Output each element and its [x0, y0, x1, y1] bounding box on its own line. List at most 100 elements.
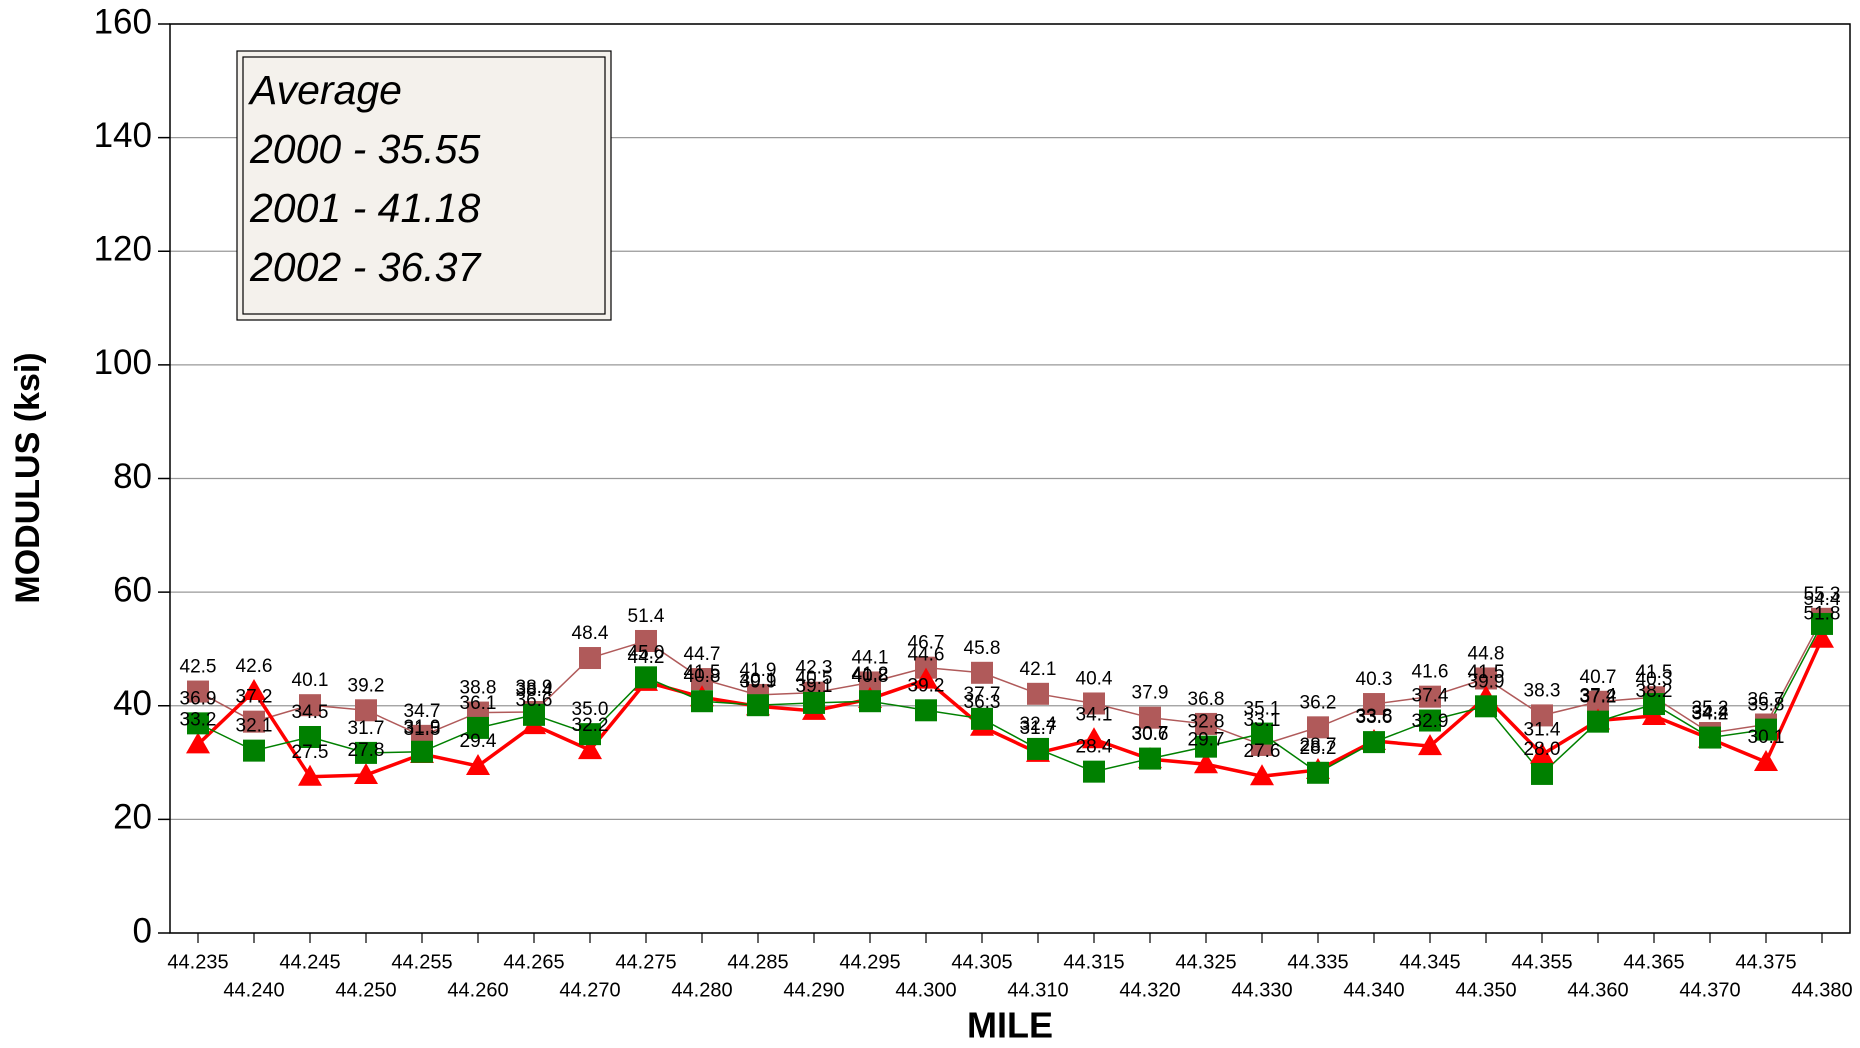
x-tick-label: 44.360 [1567, 979, 1628, 1001]
data-label: 31.7 [1020, 718, 1057, 739]
marker [1699, 726, 1721, 749]
data-label: 36.8 [1188, 689, 1225, 710]
data-label: 44.2 [628, 647, 665, 668]
data-label: 33.6 [1356, 707, 1393, 728]
data-label: 37.9 [1132, 683, 1169, 704]
data-label: 28.7 [1300, 735, 1337, 756]
annotation-box-inner [242, 56, 606, 315]
data-label: 28.0 [1524, 739, 1561, 760]
data-label: 30.1 [1748, 727, 1785, 748]
marker [299, 725, 321, 748]
data-label: 51.8 [1804, 604, 1841, 625]
marker [411, 740, 433, 763]
marker [691, 668, 713, 691]
data-label: 33.2 [180, 709, 217, 730]
marker [859, 690, 881, 713]
marker [1139, 706, 1161, 729]
marker [1082, 727, 1106, 749]
marker [243, 739, 265, 762]
marker [635, 666, 657, 689]
data-label: 40.8 [852, 666, 889, 687]
data-label: 42.6 [236, 656, 273, 677]
marker [1194, 752, 1218, 774]
data-label: 39.9 [1468, 671, 1505, 692]
data-label: 41.5 [684, 662, 721, 683]
marker [1755, 718, 1777, 741]
marker [355, 741, 377, 764]
data-label: 36.3 [964, 692, 1001, 713]
marker [914, 667, 938, 689]
x-tick-label: 44.300 [895, 979, 956, 1001]
marker [1419, 685, 1441, 708]
marker [1363, 731, 1385, 754]
marker [1251, 722, 1273, 745]
marker [1307, 761, 1329, 784]
x-tick-label: 44.380 [1791, 979, 1852, 1001]
data-label: 32.1 [236, 716, 273, 737]
data-label: 40.3 [1636, 669, 1673, 690]
x-tick-label: 44.250 [335, 979, 396, 1001]
x-tick-label: 44.345 [1399, 951, 1460, 973]
x-tick-label: 44.335 [1287, 951, 1348, 973]
x-tick-label: 44.375 [1735, 951, 1796, 973]
data-label: 55.3 [1804, 584, 1841, 605]
data-label: 40.5 [796, 668, 833, 689]
data-label: 35.8 [1748, 695, 1785, 716]
data-label: 39.2 [348, 675, 385, 696]
marker [578, 738, 602, 760]
x-tick-label: 44.315 [1063, 951, 1124, 973]
data-label: 33.8 [1356, 706, 1393, 727]
marker [747, 694, 769, 717]
marker [579, 647, 601, 670]
data-label: 35.2 [1692, 698, 1729, 719]
data-label: 36.2 [1300, 692, 1337, 713]
data-label: 36.6 [516, 690, 553, 711]
data-label: 46.7 [908, 633, 945, 654]
marker [1027, 737, 1049, 760]
marker [1083, 760, 1105, 783]
data-label: 37.7 [964, 684, 1001, 705]
y-tick-label: 0 [133, 911, 152, 950]
marker [1810, 626, 1834, 648]
x-tick-label: 44.355 [1511, 951, 1572, 973]
x-tick-label: 44.280 [671, 979, 732, 1001]
marker [1139, 747, 1161, 770]
marker [1530, 742, 1554, 764]
data-label: 37.2 [1580, 687, 1617, 708]
marker [803, 691, 825, 714]
x-tick-label: 44.340 [1343, 979, 1404, 1001]
annotation-text: Average [247, 67, 402, 113]
data-label: 38.9 [516, 677, 553, 698]
data-label: 36.7 [1748, 690, 1785, 711]
series-line [196, 637, 1824, 779]
marker [1643, 693, 1665, 716]
data-label: 39.9 [740, 671, 777, 692]
data-label: 28.4 [1076, 737, 1113, 758]
data-label: 34.1 [1076, 704, 1113, 725]
data-label: 38.8 [460, 678, 497, 699]
data-label: 34.5 [292, 702, 329, 723]
data-label: 40.3 [1356, 669, 1393, 690]
data-label: 35.0 [572, 699, 609, 720]
data-label: 37.4 [1412, 686, 1449, 707]
marker [1419, 709, 1441, 732]
marker [971, 707, 993, 730]
data-label: 29.7 [1188, 729, 1225, 750]
data-label: 34.7 [404, 701, 441, 722]
data-label: 42.3 [796, 658, 833, 679]
marker [187, 712, 209, 735]
x-tick-label: 44.365 [1623, 951, 1684, 973]
marker [1531, 762, 1553, 785]
x-tick-label: 44.330 [1231, 979, 1292, 1001]
marker [1307, 716, 1329, 739]
data-label: 30.6 [1132, 724, 1169, 745]
x-tick-label: 44.265 [503, 951, 564, 973]
marker [1195, 712, 1217, 735]
marker [1027, 682, 1049, 705]
data-label: 41.2 [852, 664, 889, 685]
y-tick-label: 140 [94, 116, 152, 155]
marker [1475, 695, 1497, 718]
y-tick-label: 20 [113, 798, 152, 837]
annotation-text: 2002 - 36.37 [249, 244, 482, 290]
